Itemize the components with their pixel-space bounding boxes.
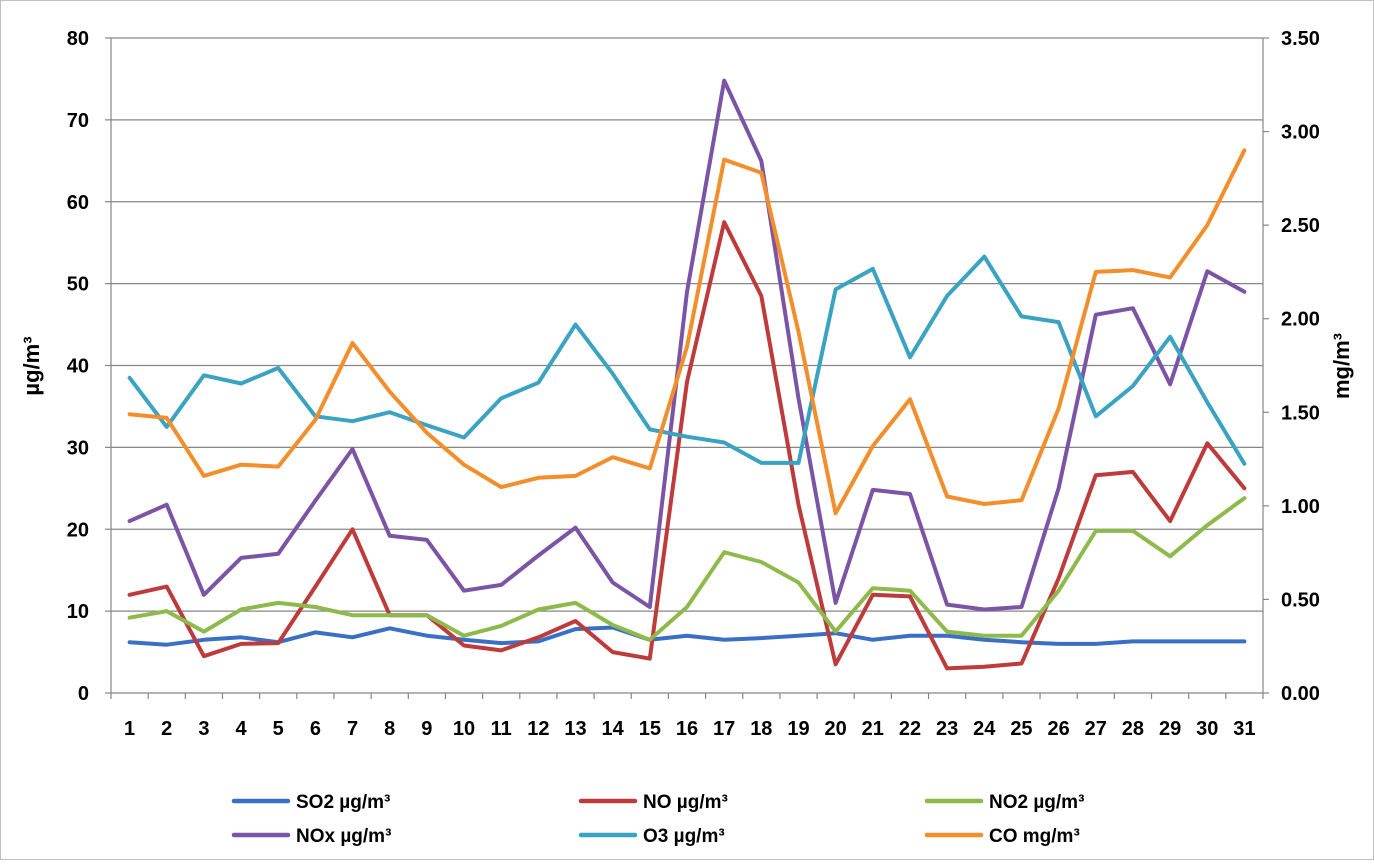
x-tick-label: 2: [161, 718, 172, 740]
y-axis-title: µg/m³: [19, 336, 44, 395]
x-tick-label: 24: [973, 718, 996, 740]
y-tick-label: 10: [67, 601, 89, 623]
x-tick-label: 23: [936, 718, 958, 740]
x-tick-label: 16: [676, 718, 698, 740]
y2-tick-label: 2.00: [1281, 309, 1320, 331]
legend-label: NOx µg/m³: [296, 826, 391, 847]
x-tick-label: 29: [1159, 718, 1181, 740]
y-tick-label: 20: [67, 519, 89, 541]
y2-tick-label: 0.50: [1281, 589, 1320, 611]
legend-item-no: NO µg/m³: [578, 792, 728, 813]
x-tick-label: 27: [1085, 718, 1107, 740]
x-tick-label: 19: [787, 718, 809, 740]
legend-item-nox: NOx µg/m³: [231, 826, 391, 847]
legend-label: O3 µg/m³: [643, 826, 725, 847]
x-tick-label: 4: [236, 718, 248, 740]
axis-layer: 0 10 20 30 40 50 60 70 80 0.00 0.50 1.00 1.50 2.00 2.5…: [67, 28, 1320, 740]
x-tick-label: 15: [639, 718, 661, 740]
legend-item-so2: SO2 µg/m³: [231, 792, 390, 813]
x-tick-label: 21: [862, 718, 884, 740]
x-tick-label: 8: [384, 718, 395, 740]
x-tick-label: 30: [1196, 718, 1218, 740]
series-line-no2: [127, 496, 1247, 642]
x-tick-label: 3: [198, 718, 209, 740]
y-tick-label: 60: [67, 192, 89, 214]
x-tick-label: 5: [273, 718, 284, 740]
x-tick-label: 31: [1233, 718, 1255, 740]
series-layer: [127, 78, 1247, 671]
x-tick-label: 12: [527, 718, 549, 740]
x-tick-label: 9: [421, 718, 432, 740]
legend-item-o3: O3 µg/m³: [578, 826, 725, 847]
x-tick-label: 25: [1010, 718, 1032, 740]
y-tick-label: 80: [67, 28, 89, 50]
x-tick-label: 13: [564, 718, 586, 740]
x-tick-label: 6: [310, 718, 321, 740]
y2-tick-label: 1.00: [1281, 496, 1320, 518]
y2-tick-label: 3.00: [1281, 122, 1320, 144]
x-tick-label: 20: [825, 718, 847, 740]
x-tick-label: 11: [491, 718, 512, 740]
x-tick-label: 14: [602, 718, 625, 740]
series-line-no: [127, 220, 1247, 671]
x-tick-label: 10: [453, 718, 475, 740]
y-tick-label: 30: [67, 437, 89, 459]
series-line-so2: [127, 625, 1247, 647]
y-tick-label: 50: [67, 274, 89, 296]
y-tick-label: 70: [67, 110, 89, 132]
x-tick-label: 28: [1122, 718, 1144, 740]
legend-label: SO2 µg/m³: [296, 792, 390, 813]
y-tick-label: 40: [67, 356, 89, 378]
legend-label: NO2 µg/m³: [989, 792, 1084, 813]
series-line-nox: [127, 78, 1247, 612]
legend-item-no2: NO2 µg/m³: [924, 792, 1084, 813]
legend: SO2 µg/m³ NO µg/m³ NO2 µg/m³ NOx µg/m³ O3 µg…: [231, 792, 1084, 847]
legend-label: NO µg/m³: [643, 792, 728, 813]
series-line-co: [127, 148, 1247, 516]
grid-layer: [111, 37, 1263, 612]
legend-item-co: CO mg/m³: [924, 826, 1080, 847]
x-tick-label: 18: [750, 718, 772, 740]
legend-label: CO mg/m³: [989, 826, 1080, 847]
x-tick-label: 1: [124, 718, 135, 740]
x-tick-label: 26: [1047, 718, 1069, 740]
y-tick-label: 0: [78, 683, 89, 705]
y2-tick-label: 2.50: [1281, 215, 1320, 237]
y2-tick-label: 3.50: [1281, 28, 1320, 50]
y2-tick-label: 1.50: [1281, 402, 1320, 424]
y2-axis-title: mg/m³: [1329, 333, 1354, 399]
x-tick-label: 22: [899, 718, 921, 740]
x-tick-label: 7: [347, 718, 358, 740]
y2-tick-label: 0.00: [1281, 683, 1320, 705]
x-tick-label: 17: [713, 718, 735, 740]
